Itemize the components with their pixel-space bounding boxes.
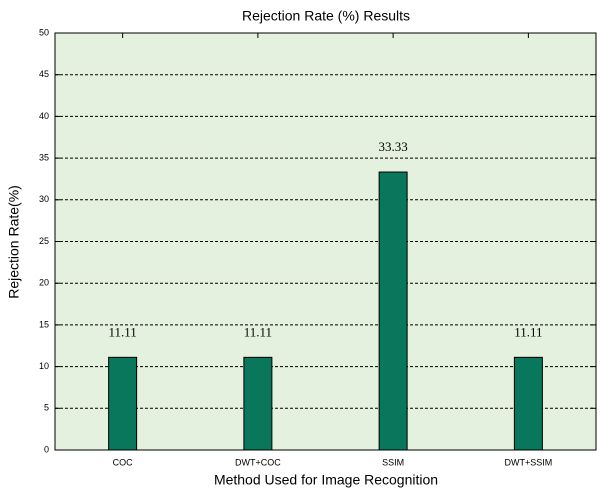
bar xyxy=(513,356,543,451)
value-label: 33.33 xyxy=(379,139,408,154)
y-tick-label: 10 xyxy=(39,361,49,371)
chart-title: Rejection Rate (%) Results xyxy=(242,8,410,24)
x-tick-label: DWT+SSIM xyxy=(504,457,552,467)
y-tick-label: 45 xyxy=(39,69,49,79)
y-tick-label: 40 xyxy=(39,111,49,121)
y-axis-label: Rejection Rate(%) xyxy=(6,185,22,299)
value-label: 11.11 xyxy=(244,324,272,339)
x-axis-label: Method Used for Image Recognition xyxy=(214,472,438,488)
bar xyxy=(243,356,273,451)
y-tick-label: 25 xyxy=(39,236,49,246)
plot-frame xyxy=(54,32,597,451)
y-tick-label: 30 xyxy=(39,194,49,204)
value-label: 11.11 xyxy=(514,324,542,339)
bar xyxy=(108,356,138,451)
y-tick-label: 15 xyxy=(39,319,49,329)
y-tick-label: 35 xyxy=(39,152,49,162)
y-tick-label: 0 xyxy=(44,444,49,454)
y-tick-label: 50 xyxy=(39,27,49,37)
x-tick-label: SSIM xyxy=(382,457,404,467)
bar xyxy=(378,171,408,451)
y-tick-label: 5 xyxy=(44,403,49,413)
x-tick-label: DWT+COC xyxy=(235,457,281,467)
x-tick-label: COC xyxy=(113,457,134,467)
y-tick-label: 20 xyxy=(39,278,49,288)
value-label: 11.11 xyxy=(108,324,136,339)
